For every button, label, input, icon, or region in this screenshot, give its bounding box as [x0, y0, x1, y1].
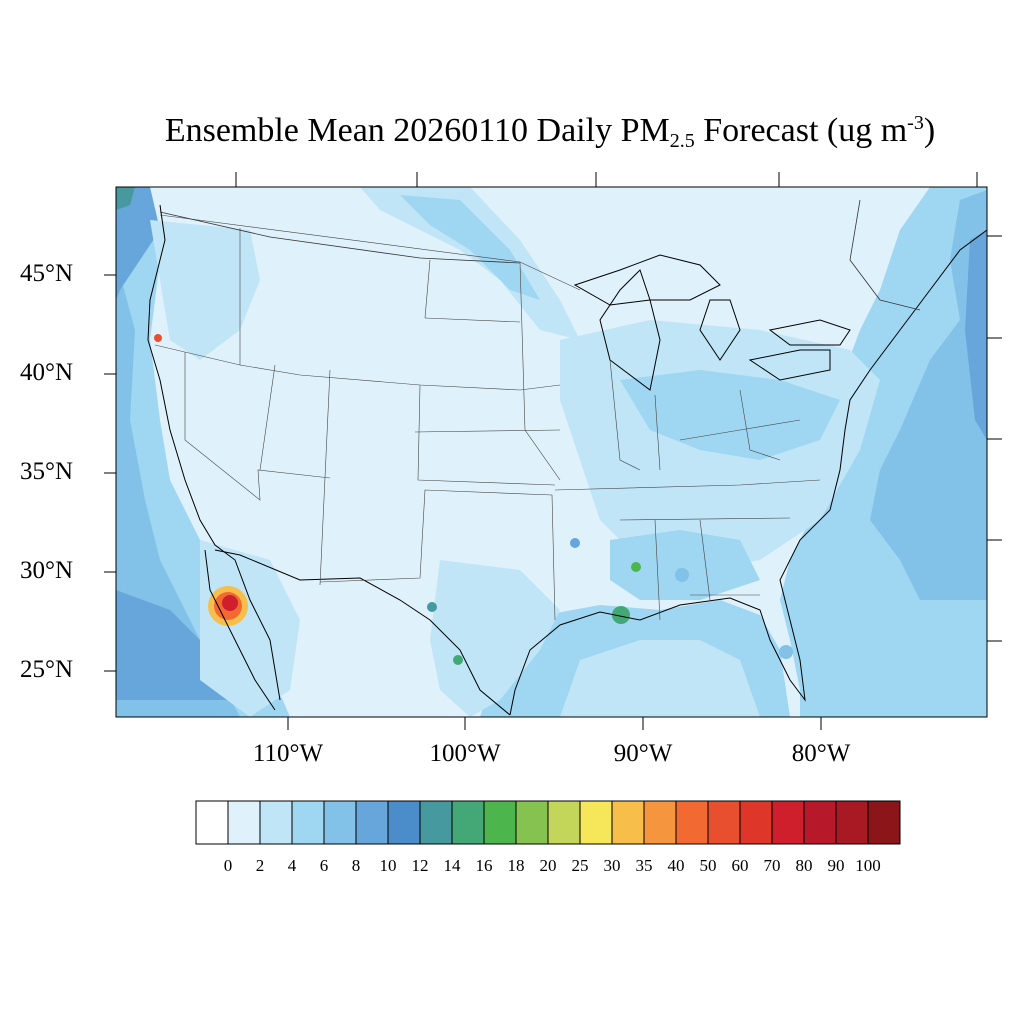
colorbar-tick-label: 35: [635, 856, 653, 875]
atlantic-far-field: [870, 190, 987, 600]
ohio-valley-inner: [620, 370, 840, 460]
colorbar-swatch: [675, 800, 709, 845]
hotspot-mississippi: [631, 562, 641, 572]
southeast-inner: [610, 530, 760, 600]
colorbar-tick-label: 70: [763, 856, 781, 875]
national-borders: [159, 199, 921, 311]
colorbar-swatch: [835, 800, 869, 845]
colorbar-tick-label: 8: [351, 856, 361, 875]
colorbar-tick-label: 10: [379, 856, 397, 875]
hotspot-louisiana-north: [570, 538, 580, 548]
colorbar-swatch: [419, 800, 453, 845]
colorbar-swatch: [643, 800, 677, 845]
lon-label-80w: 80°W: [791, 740, 851, 767]
colorbar-swatch: [291, 800, 325, 845]
texas-coast-field: [430, 560, 560, 717]
colorbar-tick-label: 12: [411, 856, 429, 875]
colorbar-tick-label: 2: [255, 856, 265, 875]
colorbar-tick-label: 6: [319, 856, 329, 875]
northern-band-inner: [400, 195, 540, 300]
gulf-inner-field: [560, 640, 760, 717]
colorbar-swatch: [195, 800, 229, 845]
hotspot-oregon: [154, 334, 162, 342]
lat-label-40n: 40°N: [20, 359, 74, 386]
colorbar-tick-label: 100: [855, 856, 881, 875]
lon-label-110w: 110°W: [252, 740, 324, 767]
coastlines: [147, 204, 987, 716]
northwest-field: [150, 220, 260, 360]
lat-label-30n: 30°N: [20, 557, 74, 584]
hotspot-alabama: [675, 568, 689, 582]
lon-label-90w: 90°W: [613, 740, 673, 767]
hotspot-baja-core: [222, 595, 238, 611]
colorbar-swatch: [323, 800, 357, 845]
northern-band-field: [360, 187, 580, 340]
colorbar-tick-label: 4: [287, 856, 297, 875]
colorbar-tick-label: 14: [443, 856, 461, 875]
colorbar-swatch: [803, 800, 837, 845]
colorbar-swatch: [483, 800, 517, 845]
lat-label-25n: 25°N: [20, 656, 74, 683]
map-frame: [115, 186, 988, 718]
lat-label-45n: 45°N: [20, 260, 74, 287]
lon-ticks: [287, 717, 822, 730]
colorbar: [195, 800, 901, 845]
colorbar-tick-label: 0: [223, 856, 233, 875]
colorbar-swatch: [771, 800, 805, 845]
colorbar-swatch: [707, 800, 741, 845]
colorbar-tick-label: 25: [571, 856, 589, 875]
colorbar-swatch: [387, 800, 421, 845]
colorbar-tick-label: 50: [699, 856, 717, 875]
pm25-field: [116, 187, 987, 717]
colorbar-swatch: [259, 800, 293, 845]
colorbar-tick-label: 80: [795, 856, 813, 875]
colorbar-swatch: [227, 800, 261, 845]
right-ticks: [987, 235, 1002, 642]
pacific-nw-corner: [116, 187, 135, 210]
colorbar-swatch: [515, 800, 549, 845]
colorbar-swatch: [547, 800, 581, 845]
top-ticks: [235, 172, 978, 187]
colorbar-tick-label: 90: [827, 856, 845, 875]
colorbar-tick-label: 30: [603, 856, 621, 875]
hotspot-louisiana: [612, 606, 630, 624]
lat-ticks: [104, 274, 116, 672]
colorbar-swatch: [451, 800, 485, 845]
pacific-darker-field: [116, 187, 160, 300]
lat-label-35n: 35°N: [20, 458, 74, 485]
colorbar-swatch: [739, 800, 773, 845]
atlantic-far-field-2: [965, 230, 987, 440]
state-borders: [154, 214, 821, 621]
colorbar-tick-label: 18: [507, 856, 525, 875]
colorbar-swatch: [867, 800, 901, 845]
hotspot-texas-south: [453, 655, 463, 665]
colorbar-tick-label: 16: [475, 856, 493, 875]
colorbar-tick-label: 60: [731, 856, 749, 875]
colorbar-swatch: [579, 800, 613, 845]
hotspot-texas-west: [427, 602, 437, 612]
colorbar-swatch: [611, 800, 645, 845]
lon-label-100w: 100°W: [429, 740, 501, 767]
map-title: Ensemble Mean 20260110 Daily PM2.5 Forec…: [164, 112, 936, 152]
hotspot-florida: [779, 645, 793, 659]
colorbar-swatch: [355, 800, 389, 845]
colorbar-tick-label: 20: [539, 856, 557, 875]
colorbar-tick-label: 40: [667, 856, 685, 875]
